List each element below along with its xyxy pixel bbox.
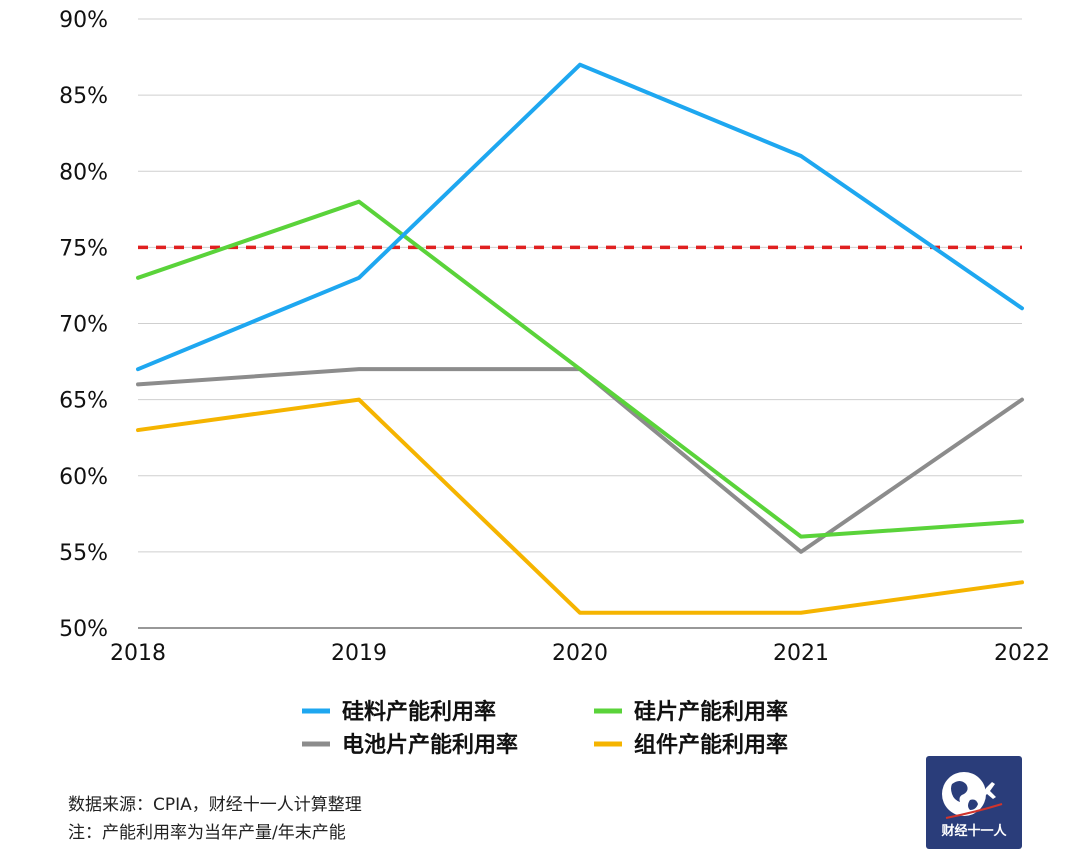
x-tick-label: 2019: [331, 641, 387, 666]
grid-lines: [138, 18, 1022, 629]
y-tick-label: 90%: [59, 8, 108, 33]
y-tick-label: 55%: [59, 541, 108, 566]
legend-label: 硅片产能利用率: [634, 699, 788, 725]
series-line: [136, 367, 1024, 554]
y-axis: 90% 85% 80% 75% 70% 65% 60% 55% 50%: [59, 8, 108, 642]
logo-text: 财经十一人: [941, 824, 1007, 839]
series-line: [136, 397, 1024, 615]
legend-label: 硅料产能利用率: [342, 699, 496, 725]
data-source-text: 数据来源：CPIA，财经十一人计算整理: [68, 795, 362, 815]
x-tick-label: 2020: [552, 641, 608, 666]
y-tick-label: 85%: [59, 84, 108, 109]
note-text: 注：产能利用率为当年产量/年末产能: [68, 823, 346, 843]
x-tick-label: 2022: [994, 641, 1050, 666]
legend-label: 组件产能利用率: [634, 732, 788, 758]
y-tick-label: 60%: [59, 465, 108, 490]
x-axis: 2018 2019 2020 2021 2022: [110, 641, 1050, 666]
y-tick-label: 75%: [59, 236, 108, 261]
series-lines: [136, 62, 1024, 615]
y-tick-label: 70%: [59, 313, 108, 338]
series-line: [136, 62, 1024, 372]
y-tick-label: 80%: [59, 160, 108, 185]
y-tick-label: 65%: [59, 389, 108, 414]
series-line: [136, 199, 1024, 539]
x-tick-label: 2018: [110, 641, 166, 666]
line-chart: 90% 85% 80% 75% 70% 65% 60% 55% 50% 2018 2019 2020…: [59, 8, 1050, 758]
y-tick-label: 50%: [59, 617, 108, 642]
globe-icon: [942, 772, 1003, 819]
brand-logo: 财经十一人: [926, 756, 1022, 849]
legend-label: 电池片产能利用率: [342, 732, 518, 758]
x-tick-label: 2021: [773, 641, 829, 666]
